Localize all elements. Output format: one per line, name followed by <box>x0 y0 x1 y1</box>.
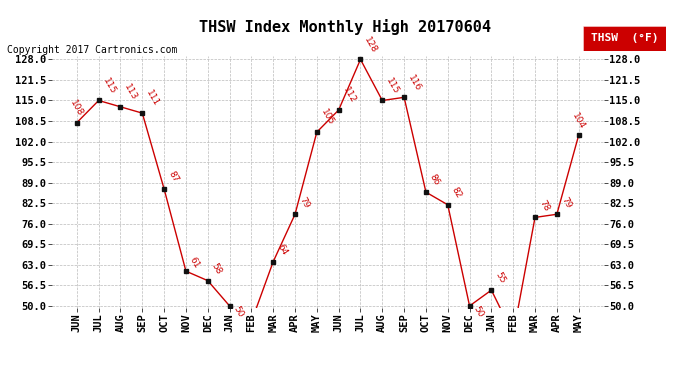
Text: 50: 50 <box>232 304 245 318</box>
Text: 112: 112 <box>341 86 357 105</box>
Text: 111: 111 <box>144 89 161 108</box>
Text: THSW  (°F): THSW (°F) <box>591 33 658 44</box>
Text: 115: 115 <box>101 76 117 96</box>
Text: 58: 58 <box>210 261 224 276</box>
Text: THSW Index Monthly High 20170604: THSW Index Monthly High 20170604 <box>199 19 491 35</box>
Text: 108: 108 <box>68 99 85 118</box>
Text: 104: 104 <box>570 111 586 130</box>
Text: 50: 50 <box>472 304 485 318</box>
Text: 87: 87 <box>166 170 180 184</box>
Text: 41: 41 <box>0 374 1 375</box>
Text: 61: 61 <box>188 255 201 270</box>
Text: 78: 78 <box>538 198 551 213</box>
Text: 113: 113 <box>123 82 139 102</box>
Text: 86: 86 <box>428 173 442 188</box>
Text: 116: 116 <box>406 73 423 93</box>
Text: 79: 79 <box>297 195 310 210</box>
Text: Copyright 2017 Cartronics.com: Copyright 2017 Cartronics.com <box>7 45 177 55</box>
Text: 115: 115 <box>384 76 401 96</box>
Text: 128: 128 <box>363 35 379 55</box>
Text: 55: 55 <box>493 271 507 285</box>
Text: 105: 105 <box>319 108 335 128</box>
Text: 64: 64 <box>275 243 289 257</box>
Text: 45: 45 <box>0 374 1 375</box>
Text: 79: 79 <box>559 195 573 210</box>
Text: 82: 82 <box>450 186 464 200</box>
